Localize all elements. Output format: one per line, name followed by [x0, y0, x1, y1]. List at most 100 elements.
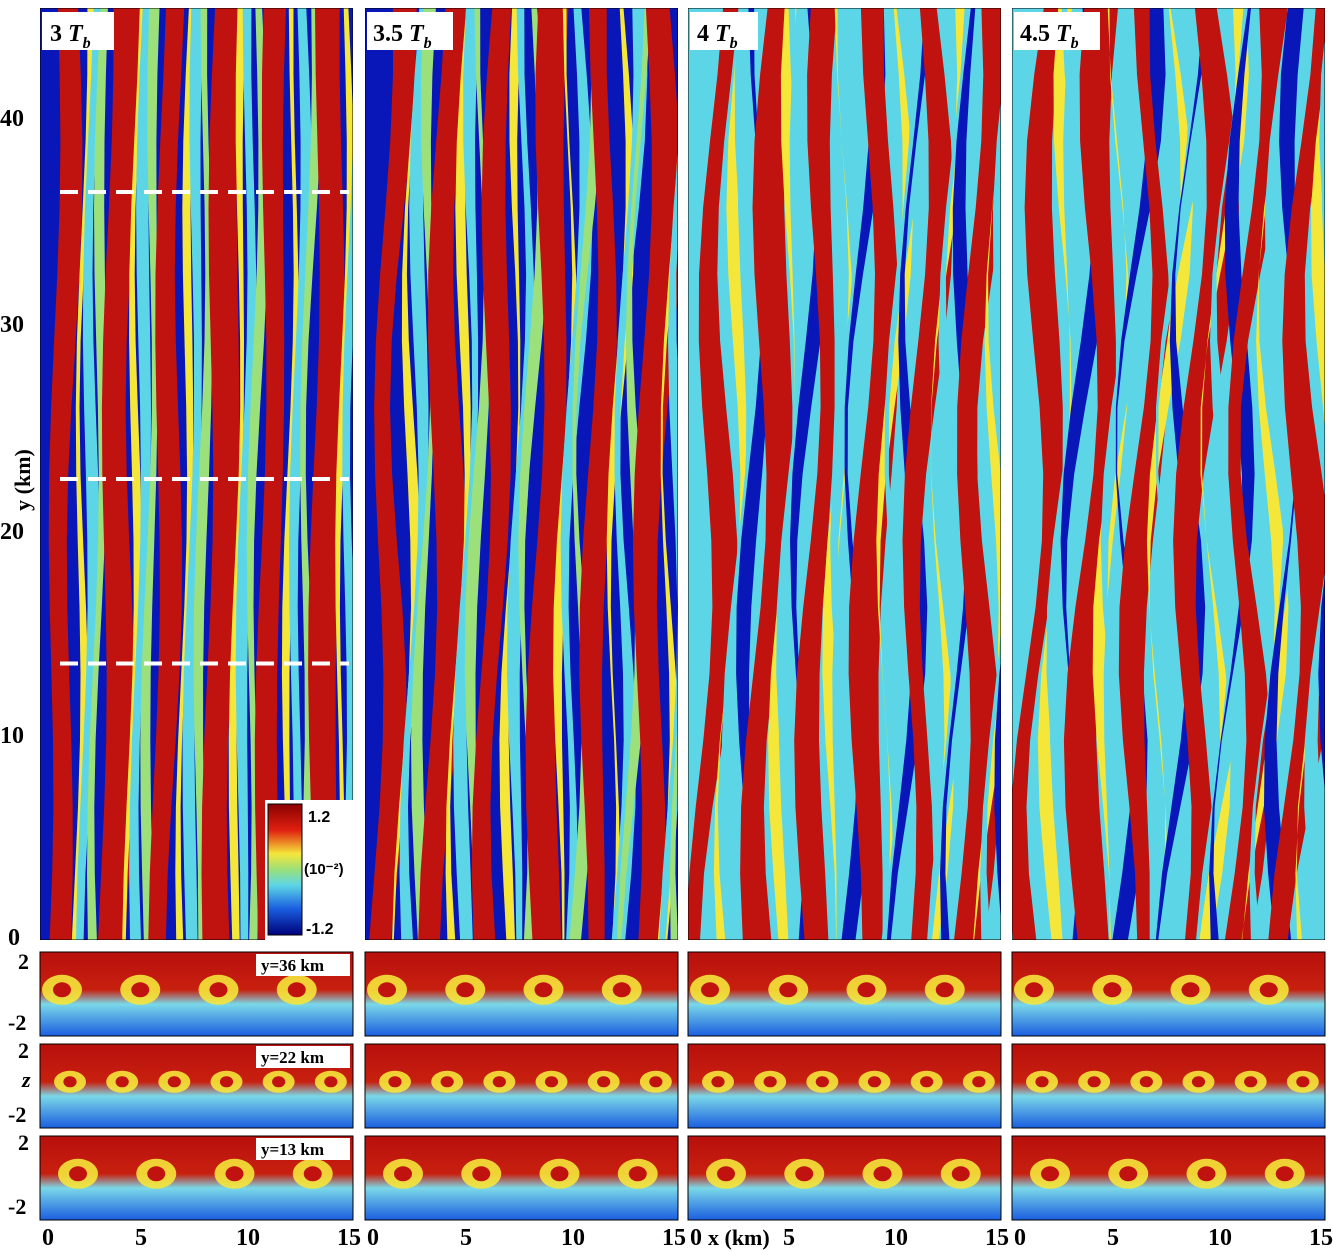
billow-core [1035, 1076, 1049, 1088]
billow-core [287, 982, 306, 998]
billow-core [920, 1076, 934, 1088]
yellow-band [175, 8, 195, 940]
yellow-band [973, 127, 1001, 940]
cross-section-panel: y=13 km [39, 1135, 354, 1221]
z-tick-label: -2 [8, 1010, 26, 1035]
x-tick-label: 5 [1107, 1225, 1119, 1251]
panel-frame [687, 1043, 1002, 1129]
billow-core [1244, 1076, 1258, 1088]
cyan-band [182, 8, 204, 940]
yellow-band [122, 8, 144, 940]
title-subscript: b [1071, 35, 1079, 52]
cyan-band [980, 98, 1001, 940]
y-tick-label: 10 [0, 723, 24, 749]
billow-core [1025, 982, 1043, 998]
panel-frame [39, 1135, 354, 1221]
billow-core [628, 1166, 647, 1182]
panel-frame [1011, 951, 1326, 1037]
billow-core [1087, 1076, 1101, 1088]
x-tick-label: 10 [561, 1225, 585, 1251]
cross-section-panel [687, 1043, 1002, 1129]
cross-section-panel [364, 1135, 679, 1221]
x-tick-label: 5 [460, 1225, 472, 1251]
title-subscript: b [730, 35, 738, 52]
billow-core [1275, 1166, 1294, 1182]
cross-section-panel [1011, 1043, 1326, 1129]
x-tick-label: 5 [135, 1225, 147, 1251]
y-tick-label: 30 [0, 312, 24, 338]
x-tick-label: 0 [367, 1225, 379, 1251]
svg-text:4.5Tb: 4.5 Tb [1020, 21, 1079, 52]
billow-core [857, 982, 876, 998]
x-tick-label: 10 [236, 1225, 260, 1251]
y-axis-label: y (km) [10, 449, 35, 511]
cross-section-panel: y=22 km [39, 1043, 354, 1129]
cross-section-panel [1011, 1135, 1326, 1221]
billow-core [972, 1076, 986, 1088]
colorbar-min-label: -1.2 [306, 921, 334, 938]
cross-section-panel [687, 951, 1002, 1037]
z-tick-label: 2 [18, 949, 29, 974]
yellow-band [1037, 8, 1072, 940]
title-subscript: b [83, 35, 91, 52]
yellow-band [713, 8, 747, 940]
billow-core [951, 1166, 970, 1182]
panel-frame [364, 1135, 679, 1221]
red-band [1118, 8, 1171, 940]
panel-title-2: 3.5 Tb [367, 12, 453, 52]
green-band [87, 8, 108, 940]
main-panel-3 [688, 8, 1001, 940]
red-band [201, 8, 241, 940]
panel-title-1: 3 Tb [42, 12, 114, 52]
billow-core [1259, 982, 1278, 998]
main-panel-1 [40, 8, 353, 940]
billow-core [394, 1166, 412, 1182]
svg-text:4Tb: 4 Tb [697, 21, 738, 52]
billow-core [147, 1166, 166, 1182]
green-band [246, 8, 269, 940]
billow-core [1197, 1166, 1216, 1182]
title-symbol: T [68, 21, 84, 47]
cyan-band [129, 8, 153, 940]
cyan-band [927, 8, 973, 940]
billow-core [167, 1076, 181, 1088]
x-tick-label: 15 [662, 1225, 686, 1251]
blue-band [994, 658, 1001, 923]
billow-core [873, 1166, 892, 1182]
green-band [669, 719, 678, 940]
z-tick-label: 2 [18, 1130, 29, 1155]
cyan-band [1249, 8, 1296, 940]
cyan-band [721, 8, 755, 940]
red-band [254, 8, 286, 940]
billow-core [324, 1076, 338, 1088]
main-panel-4 [1012, 8, 1325, 940]
x-tick-label: 10 [1208, 1225, 1232, 1251]
x-axis: 0 5 10 15 0 5 10 15 0 5 10 15 0 5 10 15x (km) [42, 1225, 1333, 1251]
z-tick-label: -2 [8, 1102, 26, 1127]
green-band [193, 8, 213, 940]
yellow-band [445, 8, 471, 940]
billow-core [440, 1076, 454, 1088]
y-tick-label: 0 [8, 925, 20, 951]
billow-core [701, 982, 719, 998]
billow-core [378, 982, 396, 998]
red-band [525, 8, 569, 940]
cyan-band [76, 8, 102, 940]
billow-core [69, 1166, 87, 1182]
main-panel-2 [365, 8, 678, 940]
billow-core [492, 1076, 506, 1088]
x-tick-label: 5 [783, 1225, 795, 1251]
x-tick-label: 0 [42, 1225, 54, 1251]
cross-section-panels: y=36 km y=22 km y=13 km [39, 951, 1326, 1221]
red-band [579, 8, 617, 940]
red-band [848, 8, 899, 940]
colorbar-max-label: 1.2 [308, 809, 330, 826]
cyan-band [1304, 35, 1325, 940]
billow-core [303, 1166, 322, 1182]
title-symbol: T [409, 21, 425, 47]
x-tick-label: 15 [337, 1225, 361, 1251]
cross-section-label: y=36 km [261, 956, 324, 975]
red-band [471, 8, 512, 940]
yellow-band [1241, 8, 1294, 940]
red-band [48, 8, 83, 940]
